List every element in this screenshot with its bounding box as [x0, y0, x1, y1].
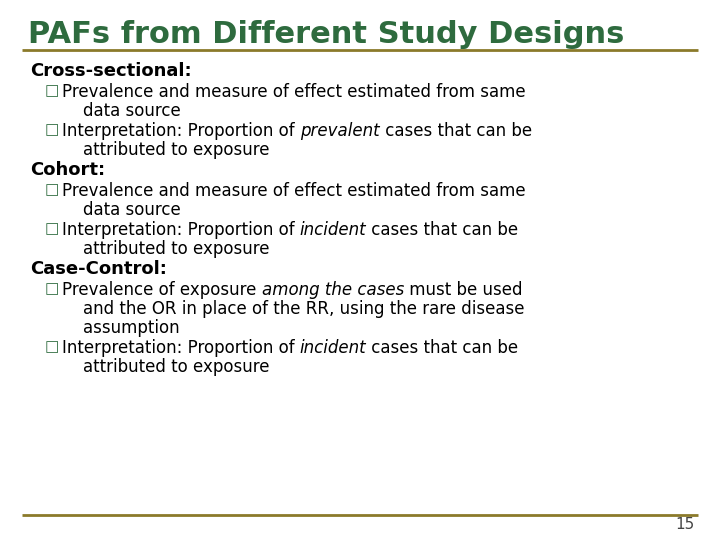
Text: Prevalence and measure of effect estimated from same: Prevalence and measure of effect estimat…	[62, 182, 526, 200]
Text: cases that can be: cases that can be	[379, 122, 531, 140]
Text: incident: incident	[300, 221, 366, 239]
Text: cases that can be: cases that can be	[366, 221, 518, 239]
Text: Interpretation: Proportion of: Interpretation: Proportion of	[62, 339, 300, 357]
Text: Case-Control:: Case-Control:	[30, 260, 167, 278]
Text: □: □	[45, 221, 59, 236]
Text: Interpretation: Proportion of: Interpretation: Proportion of	[62, 122, 300, 140]
Text: □: □	[45, 83, 59, 98]
Text: Prevalence of exposure: Prevalence of exposure	[62, 281, 261, 299]
Text: incident: incident	[300, 339, 366, 357]
Text: Cohort:: Cohort:	[30, 161, 105, 179]
Text: and the OR in place of the RR, using the rare disease: and the OR in place of the RR, using the…	[62, 300, 524, 318]
Text: □: □	[45, 339, 59, 354]
Text: □: □	[45, 281, 59, 296]
Text: must be used: must be used	[404, 281, 523, 299]
Text: attributed to exposure: attributed to exposure	[62, 358, 269, 376]
Text: among the cases: among the cases	[261, 281, 404, 299]
Text: □: □	[45, 182, 59, 197]
Text: assumption: assumption	[62, 319, 179, 337]
Text: Cross-sectional:: Cross-sectional:	[30, 62, 192, 80]
Text: cases that can be: cases that can be	[366, 339, 518, 357]
Text: □: □	[45, 122, 59, 137]
Text: prevalent: prevalent	[300, 122, 379, 140]
Text: data source: data source	[62, 201, 181, 219]
Text: attributed to exposure: attributed to exposure	[62, 240, 269, 258]
Text: Prevalence and measure of effect estimated from same: Prevalence and measure of effect estimat…	[62, 83, 526, 101]
Text: Interpretation: Proportion of: Interpretation: Proportion of	[62, 221, 300, 239]
Text: 15: 15	[676, 517, 695, 532]
Text: data source: data source	[62, 102, 181, 120]
Text: attributed to exposure: attributed to exposure	[62, 141, 269, 159]
Text: PAFs from Different Study Designs: PAFs from Different Study Designs	[28, 20, 624, 49]
